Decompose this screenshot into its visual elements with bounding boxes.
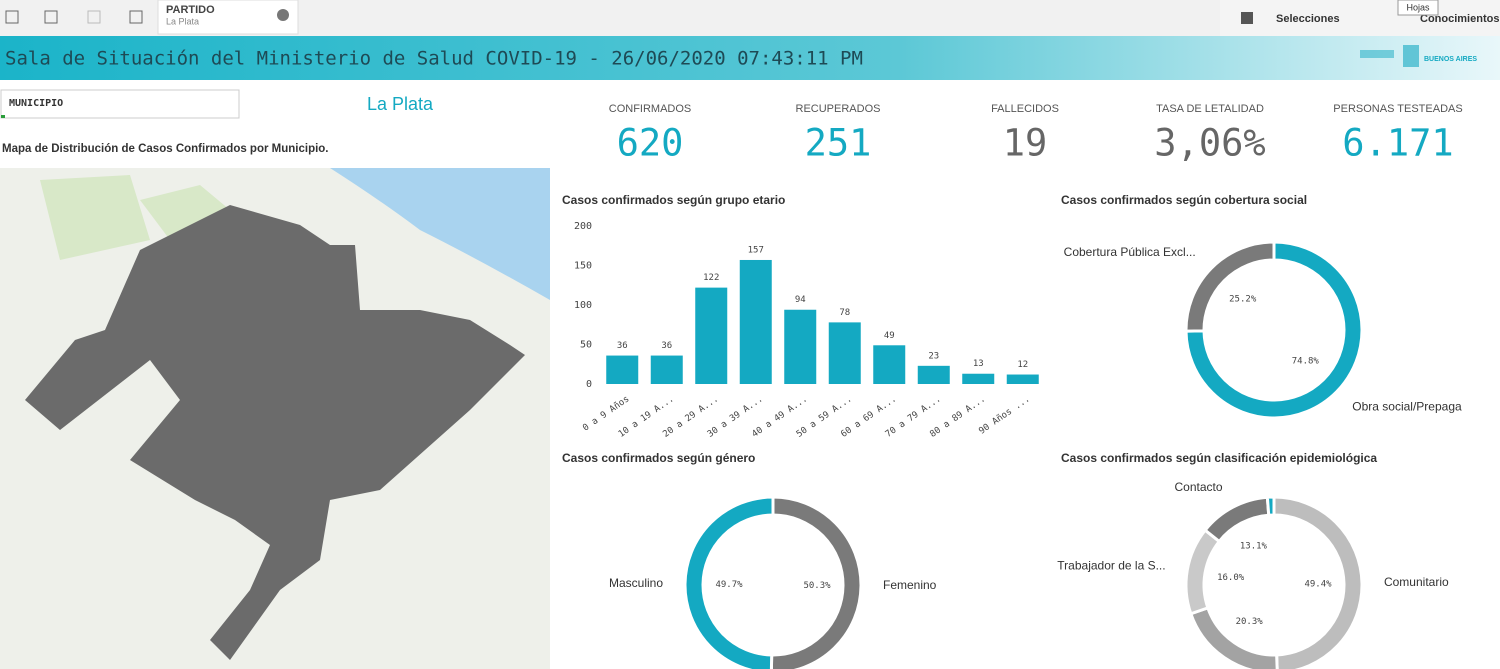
kpi-value: 6.171 [1342,122,1453,165]
bar [784,309,817,384]
y-tick-label: 150 [574,261,592,272]
y-tick-label: 200 [574,221,592,232]
tooltip [1397,0,1439,16]
legend-label: Contacto [1174,480,1222,494]
y-tick-label: 0 [586,379,592,390]
logo-mark [1403,45,1419,67]
water [330,168,550,300]
kpi-label: PERSONAS TESTEADAS [1333,103,1462,115]
kpi-label: RECUPERADOS [796,103,881,115]
data-label: 13.1% [1240,542,1268,552]
donut-slice [683,495,775,669]
legend-label: En Investigación [1124,668,1212,669]
filter-value: La Plata [166,16,199,26]
logo-mark [1360,50,1394,58]
bar [606,355,639,384]
data-label: 74.8% [1292,356,1320,366]
icon[interactable] [5,10,19,24]
bar [695,287,728,384]
icon[interactable] [44,10,58,24]
data-label: 25.2% [1229,295,1257,305]
donut-slice [1184,528,1222,616]
donut-slice [769,495,863,669]
filter-label: PARTIDO [166,4,215,16]
bar [739,259,772,384]
kpi-value: 251 [805,122,872,165]
municipio-box[interactable] [0,89,240,119]
municipio-shape[interactable] [25,205,525,660]
donut-slice [1203,495,1271,544]
logo-text: BUENOS AIRES [1424,56,1477,63]
data-label: 94 [795,295,806,305]
bar [962,373,995,384]
selections-button[interactable]: Selecciones [1276,13,1340,25]
y-tick-label: 50 [580,340,592,351]
y-tick-label: 100 [574,300,592,311]
data-label: 49 [884,331,895,341]
chart-title: Casos confirmados según género [562,451,755,465]
donut-slice [1184,240,1364,420]
municipio-value: La Plata [367,94,434,114]
park [40,175,230,260]
bar [828,322,861,384]
filter-chip[interactable] [157,0,299,35]
legend-label: Femenino [883,578,937,592]
data-label: 16.0% [1217,573,1245,583]
tab-button[interactable]: Conocimientos [1420,13,1499,25]
legend-label: Cobertura Pública Excl... [1064,245,1196,259]
data-label: 49.7% [715,580,743,590]
bar [650,355,683,384]
map-title: Mapa de Distribución de Casos Confirmado… [2,143,329,155]
header-title: Sala de Situación del Ministerio de Salu… [5,48,863,70]
legend-label: Comunitario [1384,575,1449,589]
toolbar-right [1220,0,1500,36]
data-label: 50.3% [803,581,831,591]
map [0,168,550,669]
bar [917,365,950,384]
tooltip-text: Hojas [1406,2,1430,12]
icon[interactable] [129,10,143,24]
bar [873,345,906,384]
data-label: 36 [617,341,628,351]
donut-slice [1188,605,1279,669]
data-label: 122 [703,273,719,283]
kpi-label: CONFIRMADOS [609,103,692,115]
legend-label: Masculino [609,576,663,590]
kpi-value: 3,06% [1154,122,1265,165]
legend-label: Trabajador de la S... [1057,559,1165,573]
kpi-label: TASA DE LETALIDAD [1156,103,1264,115]
kpi-value: 19 [1003,122,1048,165]
data-label: 36 [661,341,672,351]
toolbar-icons [5,10,143,24]
data-label: 13 [973,359,984,369]
data-label: 23 [928,351,939,361]
chart-title: Casos confirmados según grupo etario [562,193,785,207]
chart-title: Casos confirmados según cobertura social [1061,193,1307,207]
data-label: 20.3% [1236,617,1264,627]
data-label: 157 [748,245,764,255]
icon[interactable] [87,10,101,24]
donut-slice [1265,495,1276,517]
header [0,36,1500,80]
data-label: 78 [839,308,850,318]
kpi-label: FALLECIDOS [991,103,1059,115]
data-label: 12 [1017,360,1028,370]
bar [1006,374,1039,384]
data-label: 49.4% [1304,580,1332,590]
municipio-label: MUNICIPIO [9,98,63,109]
clear-filter[interactable] [277,9,289,21]
kpi-value: 620 [617,122,684,165]
icon[interactable] [1241,12,1253,24]
chart-title: Casos confirmados según clasificación ep… [1061,451,1377,465]
legend-label: Obra social/Prepaga [1352,399,1462,413]
donut-slice [1184,240,1276,333]
donut-slice [1272,495,1364,669]
selection-bar [1,115,5,118]
